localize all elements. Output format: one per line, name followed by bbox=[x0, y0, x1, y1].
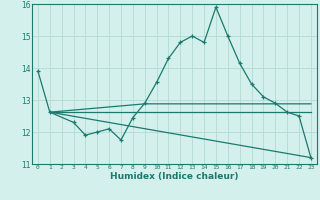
X-axis label: Humidex (Indice chaleur): Humidex (Indice chaleur) bbox=[110, 172, 239, 181]
